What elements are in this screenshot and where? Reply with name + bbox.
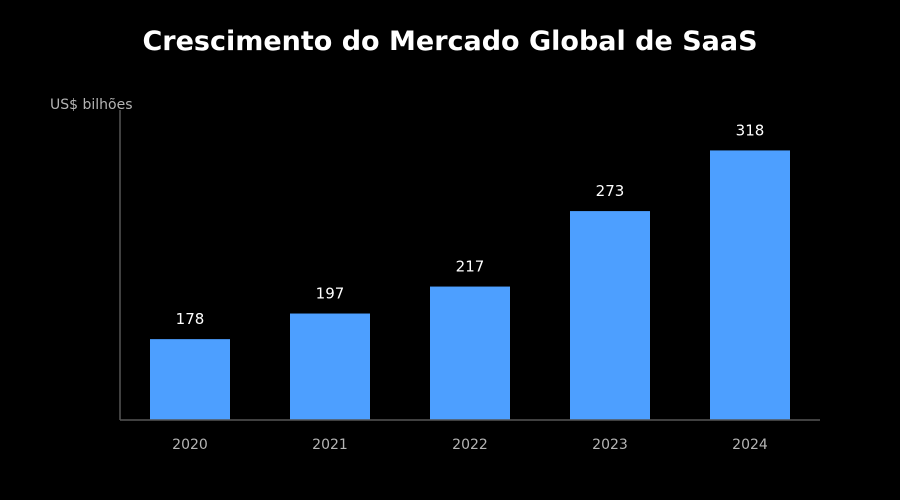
x-tick-label-2023: 2023 <box>592 437 628 453</box>
data-label-2024: 318 <box>736 121 765 139</box>
data-label-2021: 197 <box>316 285 345 303</box>
data-label-2020: 178 <box>176 310 205 328</box>
chart-title: Crescimento do Mercado Global de SaaS <box>142 26 757 57</box>
x-tick-label-2020: 2020 <box>172 437 208 453</box>
bar-2024 <box>710 150 790 420</box>
bars-group <box>150 150 790 420</box>
data-label-2022: 217 <box>456 258 485 276</box>
bar-2023 <box>570 211 650 420</box>
bar-2021 <box>290 313 370 420</box>
x-tick-label-2022: 2022 <box>452 437 488 453</box>
data-label-2023: 273 <box>596 182 625 200</box>
y-axis-label: US$ bilhões <box>50 97 133 113</box>
bar-2020 <box>150 339 230 420</box>
x-tick-label-2021: 2021 <box>312 437 348 453</box>
bar-2022 <box>430 286 510 420</box>
x-tick-label-2024: 2024 <box>732 437 768 453</box>
labels-group: 178 2020 197 2021 217 2022 273 2023 318 2024 <box>172 121 768 453</box>
